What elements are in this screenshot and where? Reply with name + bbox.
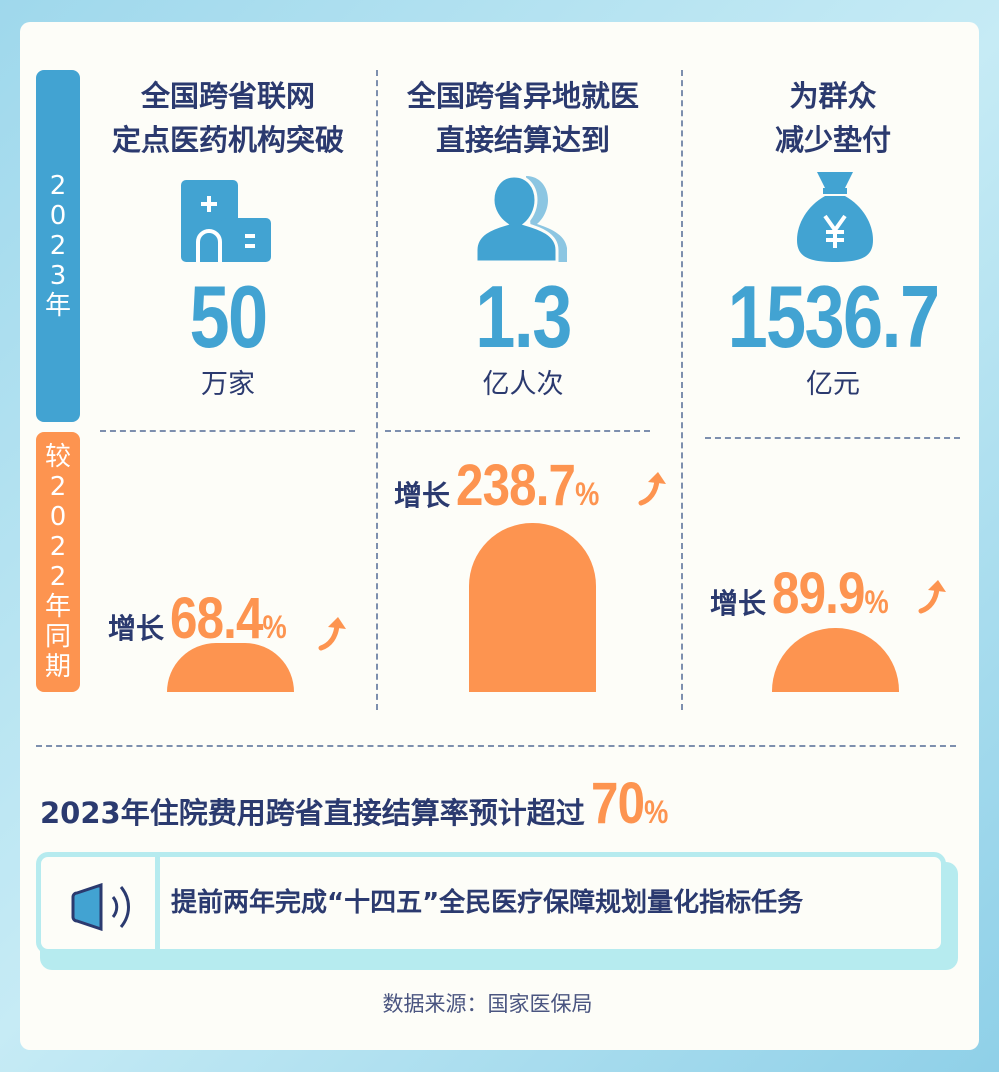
up-arrow-icon [638, 472, 666, 506]
title-line: 减少垫付 [774, 123, 891, 157]
divider [705, 437, 960, 439]
growth-value: 89.9% [772, 560, 889, 627]
char: 年 [44, 291, 71, 321]
growth-number: 89.9 [772, 561, 865, 626]
stat-value: 1536.7 [727, 267, 941, 366]
hospital-icon [181, 180, 271, 262]
column-title: 全国跨省联网 定点医药机构突破 [78, 74, 378, 162]
growth-bar [167, 643, 294, 692]
char: 2 [49, 171, 67, 201]
growth-label: 增长 [394, 479, 451, 512]
growth-stat: 增长 238.7% [394, 452, 624, 519]
growth-number: 238.7 [456, 453, 576, 518]
growth-stat: 增长 89.9% [710, 560, 908, 627]
stat-value: 50 [189, 267, 268, 366]
char: 年 [44, 592, 71, 622]
stat-value: 1.3 [475, 267, 572, 366]
char: 2 [49, 562, 67, 592]
char: 2 [49, 532, 67, 562]
growth-stat: 增长 68.4% [108, 585, 306, 652]
char: 3 [49, 261, 67, 291]
char: 期 [44, 652, 71, 682]
divider [100, 430, 355, 432]
growth-bar [469, 522, 596, 692]
char: 2 [49, 472, 67, 502]
up-arrow-icon [918, 580, 946, 614]
divider [36, 745, 956, 747]
char: 0 [49, 201, 67, 231]
notice-text: 提前两年完成“十四五”全民医疗保障规划量化指标任务 [171, 888, 804, 918]
stat-unit: 亿人次 [482, 369, 564, 400]
title-line: 直接结算达到 [435, 123, 610, 157]
summary-text: 2023年住院费用跨省直接结算率预计超过 [40, 796, 585, 830]
column-title: 全国跨省异地就医 直接结算达到 [373, 74, 673, 162]
divider [385, 430, 650, 432]
data-source: 数据来源：国家医保局 [382, 992, 593, 1016]
char: 同 [44, 622, 71, 652]
column-title: 为群众 减少垫付 [683, 74, 983, 162]
growth-label: 增长 [108, 612, 165, 645]
stat-unit: 万家 [201, 369, 255, 400]
percent-sign: % [262, 609, 287, 645]
percent-sign: % [864, 584, 889, 620]
title-line: 为群众 [789, 79, 877, 113]
growth-label: 增长 [710, 587, 767, 620]
notice-divider [155, 857, 160, 949]
char: 2 [49, 231, 67, 261]
speaker-icon [71, 883, 130, 931]
percent-sign: % [643, 794, 668, 830]
growth-value: 238.7% [456, 452, 599, 519]
summary-value: 70% [590, 770, 668, 837]
person-icon [476, 174, 567, 264]
char: 0 [49, 502, 67, 532]
stat-unit: 亿元 [806, 369, 860, 400]
summary-number: 70 [590, 771, 645, 836]
title-line: 全国跨省异地就医 [406, 79, 639, 113]
percent-sign: % [575, 476, 599, 512]
column-divider [376, 70, 378, 710]
title-line: 全国跨省联网 [140, 79, 315, 113]
char: 较 [44, 442, 71, 472]
column-divider [681, 70, 683, 710]
growth-value: 68.4% [170, 585, 287, 652]
summary: 2023年住院费用跨省直接结算率预计超过 70% [40, 770, 681, 837]
title-line: 定点医药机构突破 [111, 123, 344, 157]
money-bag-icon [797, 172, 873, 262]
up-arrow-icon [318, 617, 346, 651]
notice-box: 提前两年完成“十四五”全民医疗保障规划量化指标任务 [36, 852, 946, 954]
growth-number: 68.4 [170, 586, 263, 651]
